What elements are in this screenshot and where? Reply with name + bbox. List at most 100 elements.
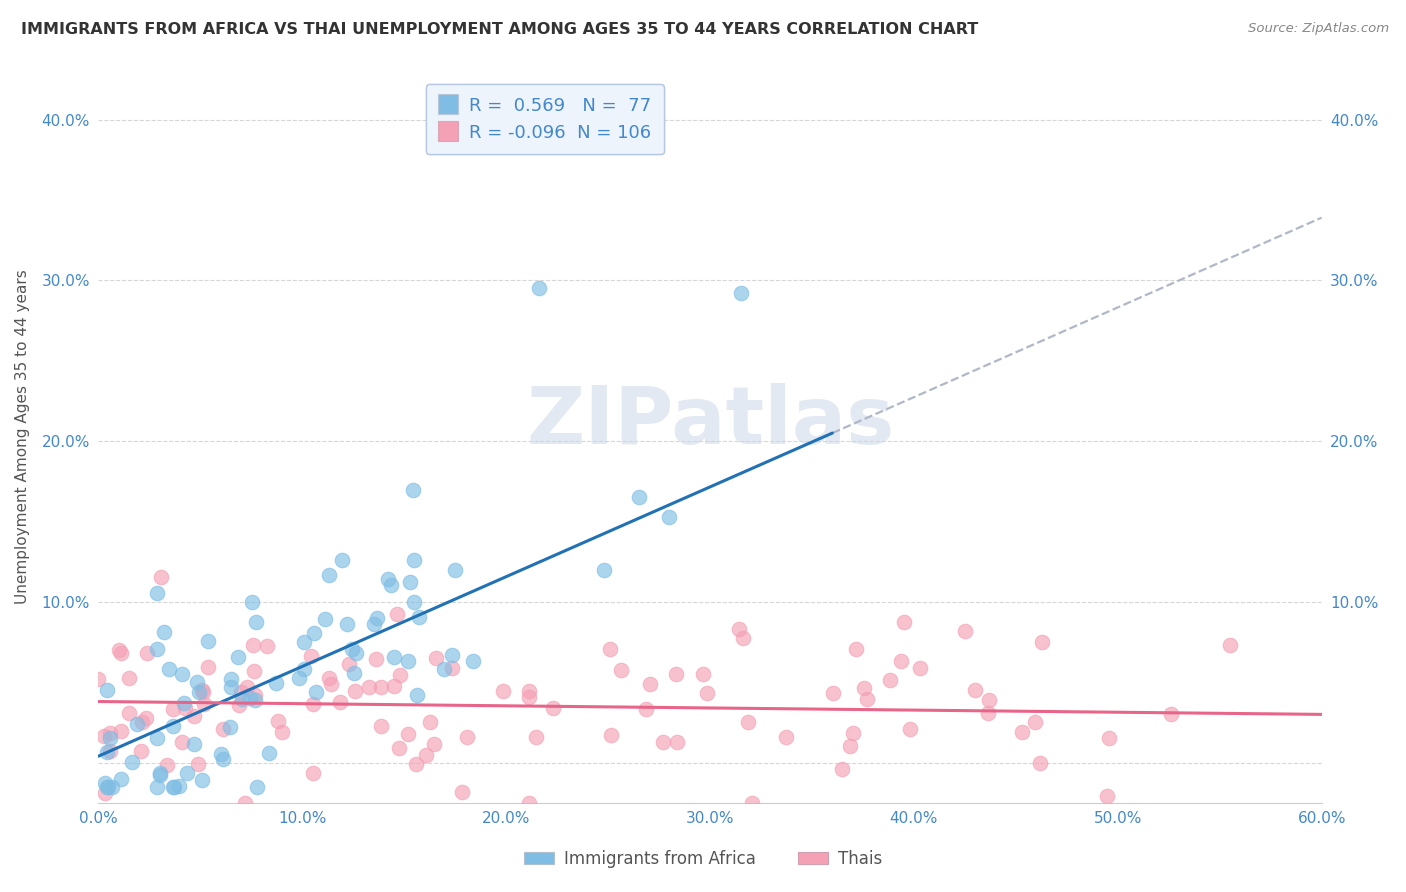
Point: [399, 575, 422, 590]
Point: [101, 780, 124, 794]
Point: [979, 693, 1001, 707]
Point: [242, 665, 264, 679]
Point: [145, 585, 167, 599]
Point: [162, 719, 184, 733]
Point: [93, 730, 115, 744]
Point: [149, 768, 172, 782]
Point: [696, 685, 718, 699]
Point: [965, 682, 987, 697]
Point: [267, 714, 290, 728]
Point: [211, 722, 233, 736]
Point: [517, 683, 540, 698]
Text: Source: ZipAtlas.com: Source: ZipAtlas.com: [1249, 22, 1389, 36]
Point: [329, 695, 352, 709]
Point: [87, 672, 110, 686]
Point: [257, 747, 280, 761]
Point: [94, 786, 117, 800]
Point: [146, 731, 169, 745]
Point: [149, 765, 172, 780]
Point: [118, 706, 141, 720]
Point: [831, 762, 853, 776]
Point: [118, 671, 141, 685]
Point: [1160, 706, 1182, 721]
Point: [318, 671, 340, 685]
Point: [186, 675, 208, 690]
Point: [651, 735, 673, 749]
Point: [240, 595, 263, 609]
Point: [330, 553, 353, 567]
Point: [402, 483, 425, 498]
Point: [193, 698, 215, 712]
Point: [440, 660, 463, 674]
Point: [125, 717, 148, 731]
Point: [93, 776, 115, 790]
Point: [382, 650, 405, 665]
Point: [893, 615, 915, 629]
Point: [908, 661, 931, 675]
Point: [96, 745, 118, 759]
Point: [226, 650, 249, 665]
Point: [730, 286, 752, 301]
Point: [110, 723, 132, 738]
Point: [149, 570, 172, 584]
Point: [733, 632, 755, 646]
Point: [174, 701, 197, 715]
Point: [157, 662, 180, 676]
Point: [856, 692, 879, 706]
Point: [172, 667, 194, 681]
Point: [461, 654, 484, 668]
Point: [692, 667, 714, 681]
Point: [229, 685, 252, 699]
Point: [1097, 789, 1119, 804]
Point: [1024, 715, 1046, 730]
Point: [245, 692, 267, 706]
Point: [302, 766, 325, 780]
Point: [292, 635, 315, 649]
Point: [162, 780, 184, 794]
Point: [977, 706, 1000, 720]
Point: [366, 610, 388, 624]
Point: [741, 796, 763, 810]
Text: ZIPatlas: ZIPatlas: [526, 384, 894, 461]
Point: [98, 744, 121, 758]
Point: [541, 701, 564, 715]
Point: [314, 612, 336, 626]
Point: [183, 737, 205, 751]
Point: [1098, 731, 1121, 746]
Point: [775, 731, 797, 745]
Point: [212, 752, 235, 766]
Point: [302, 625, 325, 640]
Point: [187, 685, 209, 699]
Point: [146, 642, 169, 657]
Point: [359, 681, 381, 695]
Point: [96, 780, 118, 794]
Point: [370, 681, 392, 695]
Point: [890, 654, 912, 668]
Point: [665, 667, 688, 681]
Point: [187, 756, 209, 771]
Point: [197, 633, 219, 648]
Point: [288, 672, 311, 686]
Point: [666, 735, 689, 749]
Point: [456, 731, 478, 745]
Point: [517, 796, 540, 810]
Point: [110, 646, 132, 660]
Y-axis label: Unemployment Among Ages 35 to 44 years: Unemployment Among Ages 35 to 44 years: [15, 269, 31, 605]
Point: [340, 641, 363, 656]
Point: [404, 595, 426, 609]
Point: [658, 509, 681, 524]
Point: [405, 756, 427, 771]
Point: [183, 708, 205, 723]
Point: [131, 714, 153, 729]
Legend: R =  0.569   N =  77, R = -0.096  N = 106: R = 0.569 N = 77, R = -0.096 N = 106: [426, 84, 664, 154]
Point: [600, 728, 623, 742]
Point: [634, 702, 657, 716]
Point: [384, 679, 406, 693]
Point: [162, 702, 184, 716]
Point: [245, 615, 267, 629]
Point: [898, 722, 921, 736]
Point: [1219, 638, 1241, 652]
Point: [156, 758, 179, 772]
Point: [304, 685, 326, 699]
Point: [100, 725, 122, 739]
